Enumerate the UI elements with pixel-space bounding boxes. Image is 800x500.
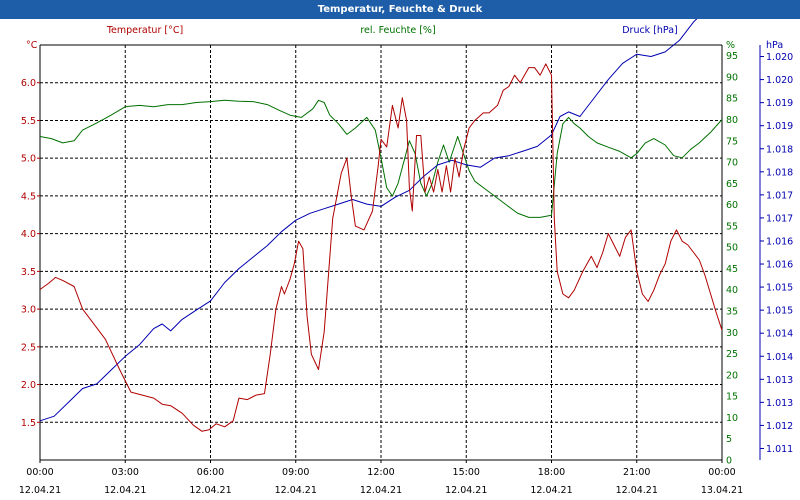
humidity-tick-label: 90 [726, 72, 738, 83]
humidity-tick-label: 95 [726, 51, 738, 62]
temperature-unit-label: °C [26, 40, 38, 51]
legend-pressure: Druck [hPa] [622, 25, 678, 36]
pressure-tick-label: 1.019 [766, 98, 793, 109]
temperature-tick-label: 1.5 [21, 418, 36, 429]
combined-line-chart: 1.5 2.0 2.5 3.0 3.5 4.0 4.5 5.0 5.5 6.0 00:00 12.04… [19, 19, 793, 496]
humidity-tick-label: 75 [726, 136, 738, 147]
series-line-humidity [39, 99, 723, 218]
x-tick-time: 06:00 [197, 467, 224, 478]
humidity-unit-label: % [726, 40, 735, 51]
x-tick-date: 12.04.21 [19, 485, 61, 496]
humidity-tick-label: 85 [726, 94, 738, 105]
x-tick-time: 12:00 [367, 467, 394, 478]
x-tick-date: 12.04.21 [275, 485, 317, 496]
pressure-tick-label: 1.018 [766, 167, 793, 178]
series-line-pressure [39, 19, 698, 422]
temperature-tick-label: 5.0 [21, 154, 36, 165]
temperature-tick-label: 6.0 [21, 78, 36, 89]
humidity-tick-label: 35 [726, 307, 738, 318]
humidity-tick-label: 0 [726, 456, 732, 467]
pressure-tick-label: 1.016 [766, 260, 793, 271]
pressure-tick-label: 1.015 [766, 306, 793, 317]
series-group [39, 19, 723, 432]
pressure-tick-label: 1.018 [766, 144, 793, 155]
humidity-tick-label: 15 [726, 392, 738, 403]
temperature-tick-label: 5.5 [21, 116, 36, 127]
x-tick-time: 09:00 [282, 467, 309, 478]
x-tick-date: 12.04.21 [189, 485, 231, 496]
temperature-tick-label: 4.0 [21, 229, 36, 240]
pressure-tick-label: 1.012 [766, 421, 793, 432]
x-tick-date: 13.04.21 [701, 485, 743, 496]
x-tick-time: 18:00 [538, 467, 565, 478]
pressure-tick-label: 1.020 [766, 75, 793, 86]
pressure-tick-label: 1.017 [766, 190, 793, 201]
humidity-tick-label: 10 [726, 413, 738, 424]
humidity-tick-label: 20 [726, 370, 738, 381]
legend-humidity: rel. Feuchte [%] [360, 25, 435, 36]
x-tick-date: 12.04.21 [616, 485, 658, 496]
pressure-tick-label: 1.013 [766, 375, 793, 386]
pressure-tick-label: 1.019 [766, 121, 793, 132]
x-tick-date: 12.04.21 [104, 485, 146, 496]
pressure-tick-label: 1.016 [766, 236, 793, 247]
humidity-tick-label: 45 [726, 264, 738, 275]
x-tick-date: 12.04.21 [530, 485, 572, 496]
pressure-tick-label: 1.011 [766, 444, 793, 455]
x-tick-time: 00:00 [26, 467, 53, 478]
x-tick-time: 15:00 [453, 467, 480, 478]
humidity-tick-label: 40 [726, 285, 738, 296]
temperature-tick-label: 2.5 [21, 342, 36, 353]
humidity-tick-label: 5 [726, 434, 732, 445]
x-tick-date: 12.04.21 [445, 485, 487, 496]
humidity-tick-label: 55 [726, 221, 738, 232]
x-tick-time: 21:00 [623, 467, 650, 478]
humidity-tick-label: 65 [726, 179, 738, 190]
pressure-tick-label: 1.013 [766, 398, 793, 409]
humidity-tick-label: 70 [726, 158, 738, 169]
pressure-tick-label: 1.017 [766, 213, 793, 224]
humidity-tick-label: 25 [726, 349, 738, 360]
grid-lines [40, 45, 722, 460]
pressure-tick-label: 1.020 [766, 52, 793, 63]
x-tick-date: 12.04.21 [360, 485, 402, 496]
tick-labels: 1.5 2.0 2.5 3.0 3.5 4.0 4.5 5.0 5.5 6.0 00:00 12.04… [19, 40, 793, 496]
legend-temperature: Temperatur [°C] [106, 25, 183, 36]
humidity-tick-label: 50 [726, 243, 738, 254]
temperature-tick-label: 3.5 [21, 267, 36, 278]
humidity-tick-label: 60 [726, 200, 738, 211]
window-title: Temperatur, Feuchte & Druck [0, 0, 800, 19]
pressure-tick-label: 1.014 [766, 352, 793, 363]
pressure-tick-label: 1.015 [766, 283, 793, 294]
pressure-tick-label: 1.014 [766, 329, 793, 340]
x-tick-time: 03:00 [112, 467, 139, 478]
temperature-tick-label: 2.0 [21, 380, 36, 391]
temperature-tick-label: 3.0 [21, 305, 36, 316]
series-line-temperature [39, 63, 723, 432]
humidity-tick-label: 80 [726, 115, 738, 126]
temperature-tick-label: 4.5 [21, 191, 36, 202]
pressure-unit-label: hPa [766, 40, 783, 51]
x-tick-time: 00:00 [708, 467, 735, 478]
humidity-tick-label: 30 [726, 328, 738, 339]
